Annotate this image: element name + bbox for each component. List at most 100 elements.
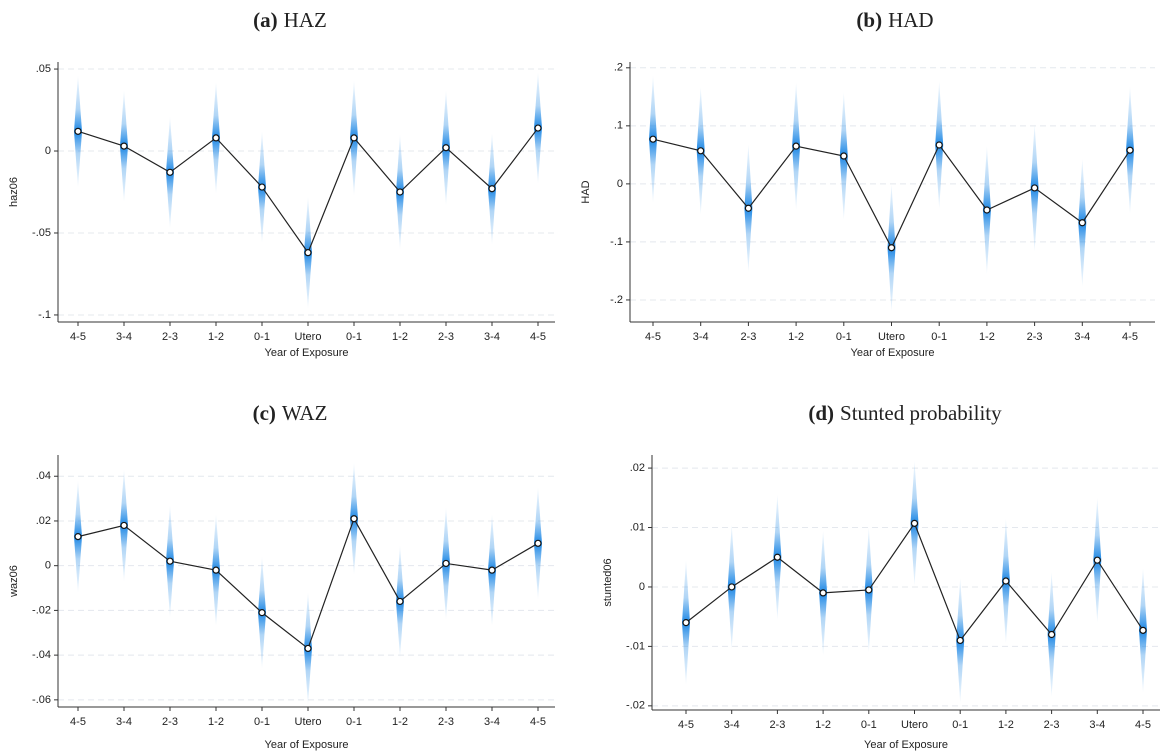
title-text: HAZ	[284, 8, 327, 32]
x-tick-label: 2-3	[438, 331, 454, 343]
estimate-point	[1078, 219, 1086, 227]
estimate-point	[534, 124, 542, 132]
x-tick-label: 3-4	[484, 716, 500, 728]
estimate-point	[865, 586, 873, 594]
y-tick-label: -.02	[32, 604, 51, 616]
estimate-point	[910, 519, 919, 527]
estimate-point	[728, 583, 736, 591]
estimate-point	[1030, 184, 1039, 192]
y-tick-label: .02	[630, 462, 645, 474]
estimate-point	[74, 127, 82, 135]
y-tick-label: .02	[36, 515, 51, 527]
x-tick-label: 0-1	[346, 716, 362, 728]
estimate-point	[396, 597, 404, 606]
x-axis-title: Year of Exposure	[851, 347, 935, 359]
estimate-point	[792, 142, 800, 150]
estimate-point	[488, 566, 496, 574]
y-tick-label: -.01	[626, 640, 645, 652]
y-tick-label: .05	[36, 63, 51, 75]
estimate-point	[442, 559, 450, 568]
estimate-point	[258, 183, 266, 191]
x-tick-label: 2-3	[1044, 719, 1060, 731]
estimate-point	[212, 134, 220, 142]
panel-label: (b)	[856, 8, 882, 32]
estimate-point	[166, 168, 174, 176]
estimate-point	[1126, 146, 1134, 154]
estimate-point	[74, 533, 82, 541]
x-tick-label: 3-4	[116, 716, 132, 728]
estimate-point	[120, 142, 128, 150]
estimate-point	[442, 144, 450, 152]
y-tick-label: 0	[639, 581, 645, 593]
x-tick-label: 0-1	[254, 331, 270, 343]
y-tick-label: 0	[617, 178, 623, 190]
estimate-point	[488, 185, 496, 193]
y-tick-label: .1	[614, 120, 623, 132]
x-tick-label: 1-2	[979, 331, 995, 343]
x-tick-label: 4-5	[1135, 719, 1151, 731]
x-tick-label: 1-2	[392, 331, 408, 343]
y-axis-title: haz06	[8, 177, 20, 207]
x-tick-label: 1-2	[208, 716, 224, 728]
x-tick-label: Utero	[901, 719, 928, 731]
x-tick-label: 4-5	[678, 719, 694, 731]
x-tick-label: 4-5	[530, 716, 546, 728]
panel-label: (d)	[808, 401, 834, 425]
x-tick-label: 2-3	[162, 331, 178, 343]
panel-title: (c) WAZ	[253, 401, 328, 425]
estimate-point	[682, 619, 690, 627]
estimate-point	[649, 135, 657, 143]
y-tick-label: .01	[630, 521, 645, 533]
estimate-point	[304, 644, 312, 653]
estimate-point	[1139, 626, 1147, 634]
x-tick-label: 1-2	[788, 331, 804, 343]
x-tick-label: 3-4	[1074, 331, 1090, 343]
x-tick-label: 3-4	[724, 719, 740, 731]
panel-label: (a)	[253, 8, 278, 32]
x-tick-label: Utero	[295, 716, 322, 728]
estimate-point	[935, 141, 943, 149]
x-tick-label: 2-3	[438, 716, 454, 728]
x-tick-label: 3-4	[1089, 719, 1105, 731]
x-tick-label: 4-5	[1122, 331, 1138, 343]
title-text: WAZ	[282, 401, 328, 425]
x-tick-label: 1-2	[998, 719, 1014, 731]
x-tick-label: 2-3	[740, 331, 756, 343]
x-tick-label: 3-4	[484, 331, 500, 343]
estimate-point	[819, 589, 827, 597]
x-tick-label: 4-5	[70, 716, 86, 728]
estimate-point	[744, 204, 753, 212]
estimate-point	[166, 557, 174, 565]
y-tick-label: -.04	[32, 649, 51, 661]
y-tick-label: -.2	[610, 294, 623, 306]
y-axis-title: stunted06	[602, 558, 614, 606]
x-tick-label: 3-4	[693, 331, 709, 343]
x-tick-label: 2-3	[1027, 331, 1043, 343]
x-tick-label: 4-5	[645, 331, 661, 343]
estimate-point	[212, 566, 220, 574]
y-tick-label: -.02	[626, 700, 645, 712]
x-tick-label: 1-2	[392, 716, 408, 728]
panel-label: (c)	[253, 401, 276, 425]
y-tick-label: .04	[36, 470, 51, 482]
estimate-point	[1047, 630, 1056, 639]
x-tick-label: 0-1	[952, 719, 968, 731]
x-tick-label: 0-1	[254, 716, 270, 728]
x-tick-label: 4-5	[70, 331, 86, 343]
estimate-point	[887, 244, 896, 252]
x-axis-title: Year of Exposure	[864, 739, 948, 751]
estimate-point	[773, 553, 782, 561]
title-text: Stunted probability	[840, 401, 1002, 425]
x-axis-title: Year of Exposure	[265, 347, 349, 359]
y-tick-label: -.06	[32, 694, 51, 706]
estimate-point	[534, 539, 542, 547]
estimate-point	[1002, 577, 1010, 585]
panel-title: (a) HAZ	[253, 8, 327, 32]
estimate-point	[840, 152, 848, 160]
estimate-point	[258, 609, 266, 617]
x-axis-title: Year of Exposure	[265, 739, 349, 751]
y-axis-title: waz06	[8, 565, 20, 598]
y-tick-label: .2	[614, 62, 623, 74]
estimate-point	[1093, 556, 1101, 564]
